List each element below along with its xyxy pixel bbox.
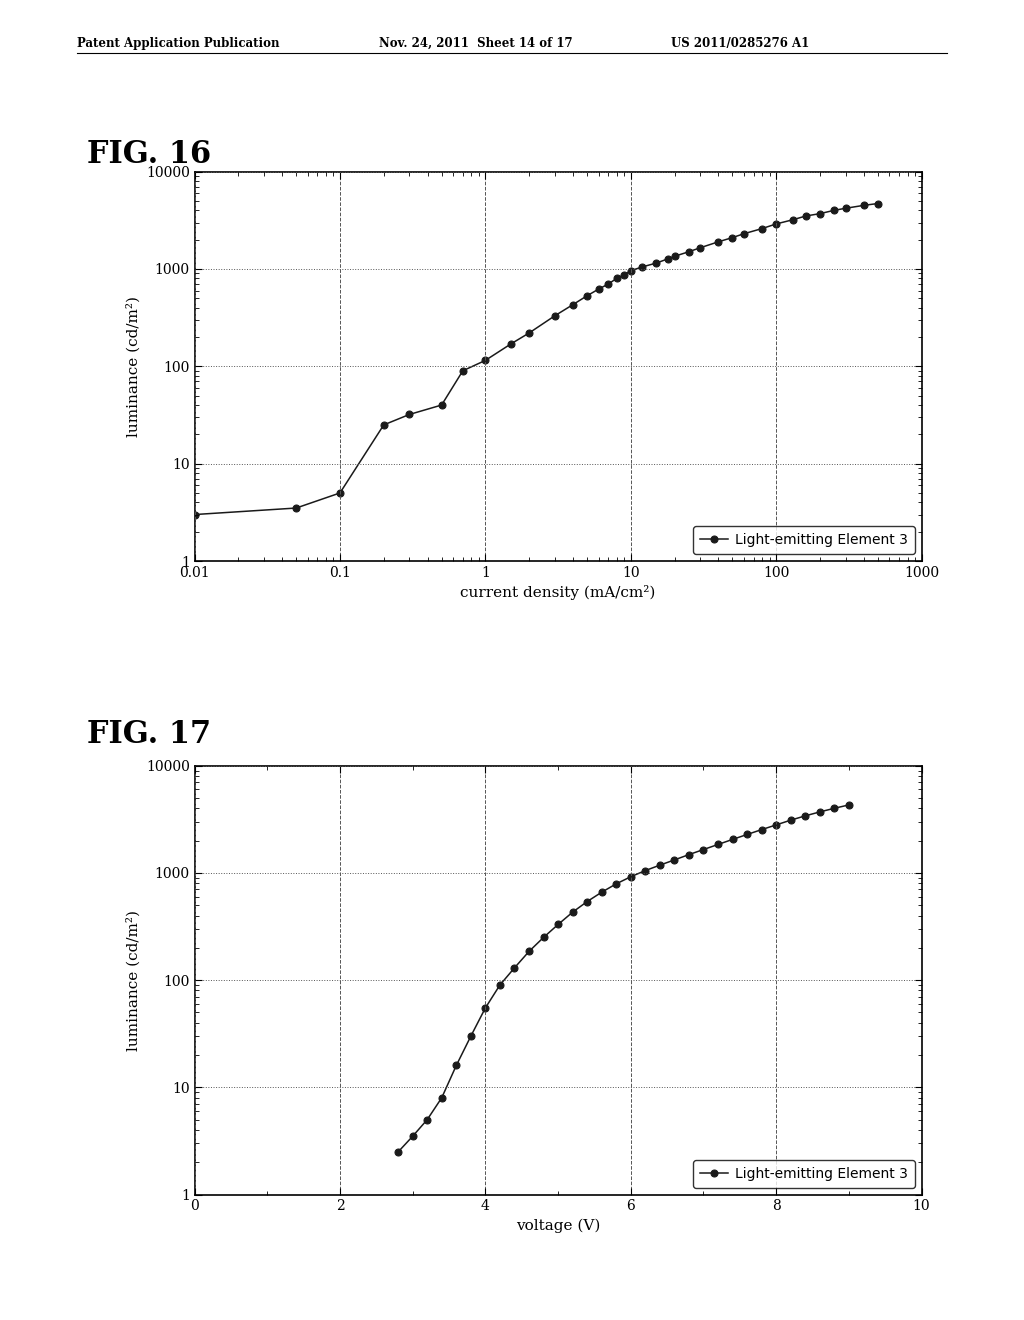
X-axis label: current density (mA/cm²): current density (mA/cm²): [461, 585, 655, 601]
Light-emitting Element 3: [581, 288, 593, 304]
Light-emitting Element 3: [552, 916, 564, 932]
Light-emitting Element 3: [683, 846, 695, 862]
Light-emitting Element 3: [712, 837, 724, 853]
Light-emitting Element 3: [505, 337, 517, 352]
Light-emitting Element 3: [592, 281, 604, 297]
Light-emitting Element 3: [662, 251, 674, 267]
Text: Nov. 24, 2011  Sheet 14 of 17: Nov. 24, 2011 Sheet 14 of 17: [379, 37, 572, 50]
Light-emitting Element 3: [756, 821, 768, 837]
Light-emitting Element 3: [814, 804, 826, 820]
Light-emitting Element 3: [814, 206, 826, 222]
Light-emitting Element 3: [636, 259, 648, 275]
Light-emitting Element 3: [392, 1144, 404, 1160]
Light-emitting Element 3: [290, 500, 302, 516]
Light-emitting Element 3: [451, 1057, 463, 1073]
Light-emitting Element 3: [378, 417, 390, 433]
Line: Light-emitting Element 3: Light-emitting Element 3: [394, 801, 852, 1155]
Light-emitting Element 3: [770, 216, 782, 232]
Light-emitting Element 3: [857, 198, 869, 214]
Light-emitting Element 3: [737, 226, 750, 242]
Light-emitting Element 3: [639, 863, 651, 879]
Light-emitting Element 3: [465, 1028, 477, 1044]
Light-emitting Element 3: [683, 244, 695, 260]
Light-emitting Element 3: [334, 484, 346, 500]
Light-emitting Element 3: [726, 230, 738, 246]
Text: Patent Application Publication: Patent Application Publication: [77, 37, 280, 50]
Legend: Light-emitting Element 3: Light-emitting Element 3: [693, 527, 914, 554]
Light-emitting Element 3: [843, 797, 855, 813]
Light-emitting Element 3: [871, 195, 884, 211]
Light-emitting Element 3: [694, 240, 707, 256]
Light-emitting Element 3: [625, 263, 637, 279]
Light-emitting Element 3: [726, 832, 738, 847]
Light-emitting Element 3: [566, 904, 579, 920]
Light-emitting Element 3: [479, 1001, 492, 1016]
Light-emitting Element 3: [435, 1090, 447, 1106]
Light-emitting Element 3: [756, 220, 768, 236]
Light-emitting Element 3: [669, 851, 681, 867]
Legend: Light-emitting Element 3: Light-emitting Element 3: [693, 1160, 914, 1188]
Light-emitting Element 3: [494, 977, 506, 993]
Light-emitting Element 3: [828, 800, 841, 816]
Light-emitting Element 3: [799, 808, 811, 824]
Text: FIG. 16: FIG. 16: [87, 139, 211, 169]
Line: Light-emitting Element 3: Light-emitting Element 3: [191, 201, 882, 517]
Y-axis label: luminance (cd/m²): luminance (cd/m²): [126, 296, 140, 437]
Light-emitting Element 3: [618, 267, 631, 282]
Light-emitting Element 3: [403, 407, 416, 422]
Light-emitting Element 3: [566, 297, 579, 313]
Light-emitting Element 3: [828, 202, 841, 218]
Light-emitting Element 3: [549, 308, 561, 323]
Light-emitting Element 3: [650, 255, 663, 271]
Light-emitting Element 3: [786, 211, 799, 227]
Light-emitting Element 3: [602, 276, 614, 292]
Text: FIG. 17: FIG. 17: [87, 719, 211, 750]
Light-emitting Element 3: [800, 209, 812, 224]
Light-emitting Element 3: [784, 812, 797, 828]
Light-emitting Element 3: [523, 944, 536, 960]
Light-emitting Element 3: [407, 1129, 419, 1144]
Light-emitting Element 3: [610, 876, 623, 892]
Light-emitting Element 3: [508, 960, 520, 975]
Light-emitting Element 3: [581, 894, 593, 909]
Light-emitting Element 3: [523, 325, 536, 341]
Light-emitting Element 3: [712, 234, 724, 249]
Light-emitting Element 3: [479, 352, 492, 368]
Y-axis label: luminance (cd/m²): luminance (cd/m²): [126, 909, 140, 1051]
Light-emitting Element 3: [596, 884, 608, 900]
Light-emitting Element 3: [435, 397, 447, 413]
Light-emitting Element 3: [610, 271, 623, 286]
Light-emitting Element 3: [840, 201, 852, 216]
Light-emitting Element 3: [421, 1111, 433, 1127]
Light-emitting Element 3: [770, 817, 782, 833]
Light-emitting Element 3: [625, 869, 637, 884]
Light-emitting Element 3: [741, 826, 754, 842]
Light-emitting Element 3: [457, 363, 469, 379]
Light-emitting Element 3: [697, 842, 710, 858]
X-axis label: voltage (V): voltage (V): [516, 1218, 600, 1233]
Light-emitting Element 3: [188, 507, 201, 523]
Light-emitting Element 3: [653, 857, 666, 873]
Light-emitting Element 3: [669, 248, 681, 264]
Light-emitting Element 3: [538, 929, 550, 945]
Text: US 2011/0285276 A1: US 2011/0285276 A1: [671, 37, 809, 50]
